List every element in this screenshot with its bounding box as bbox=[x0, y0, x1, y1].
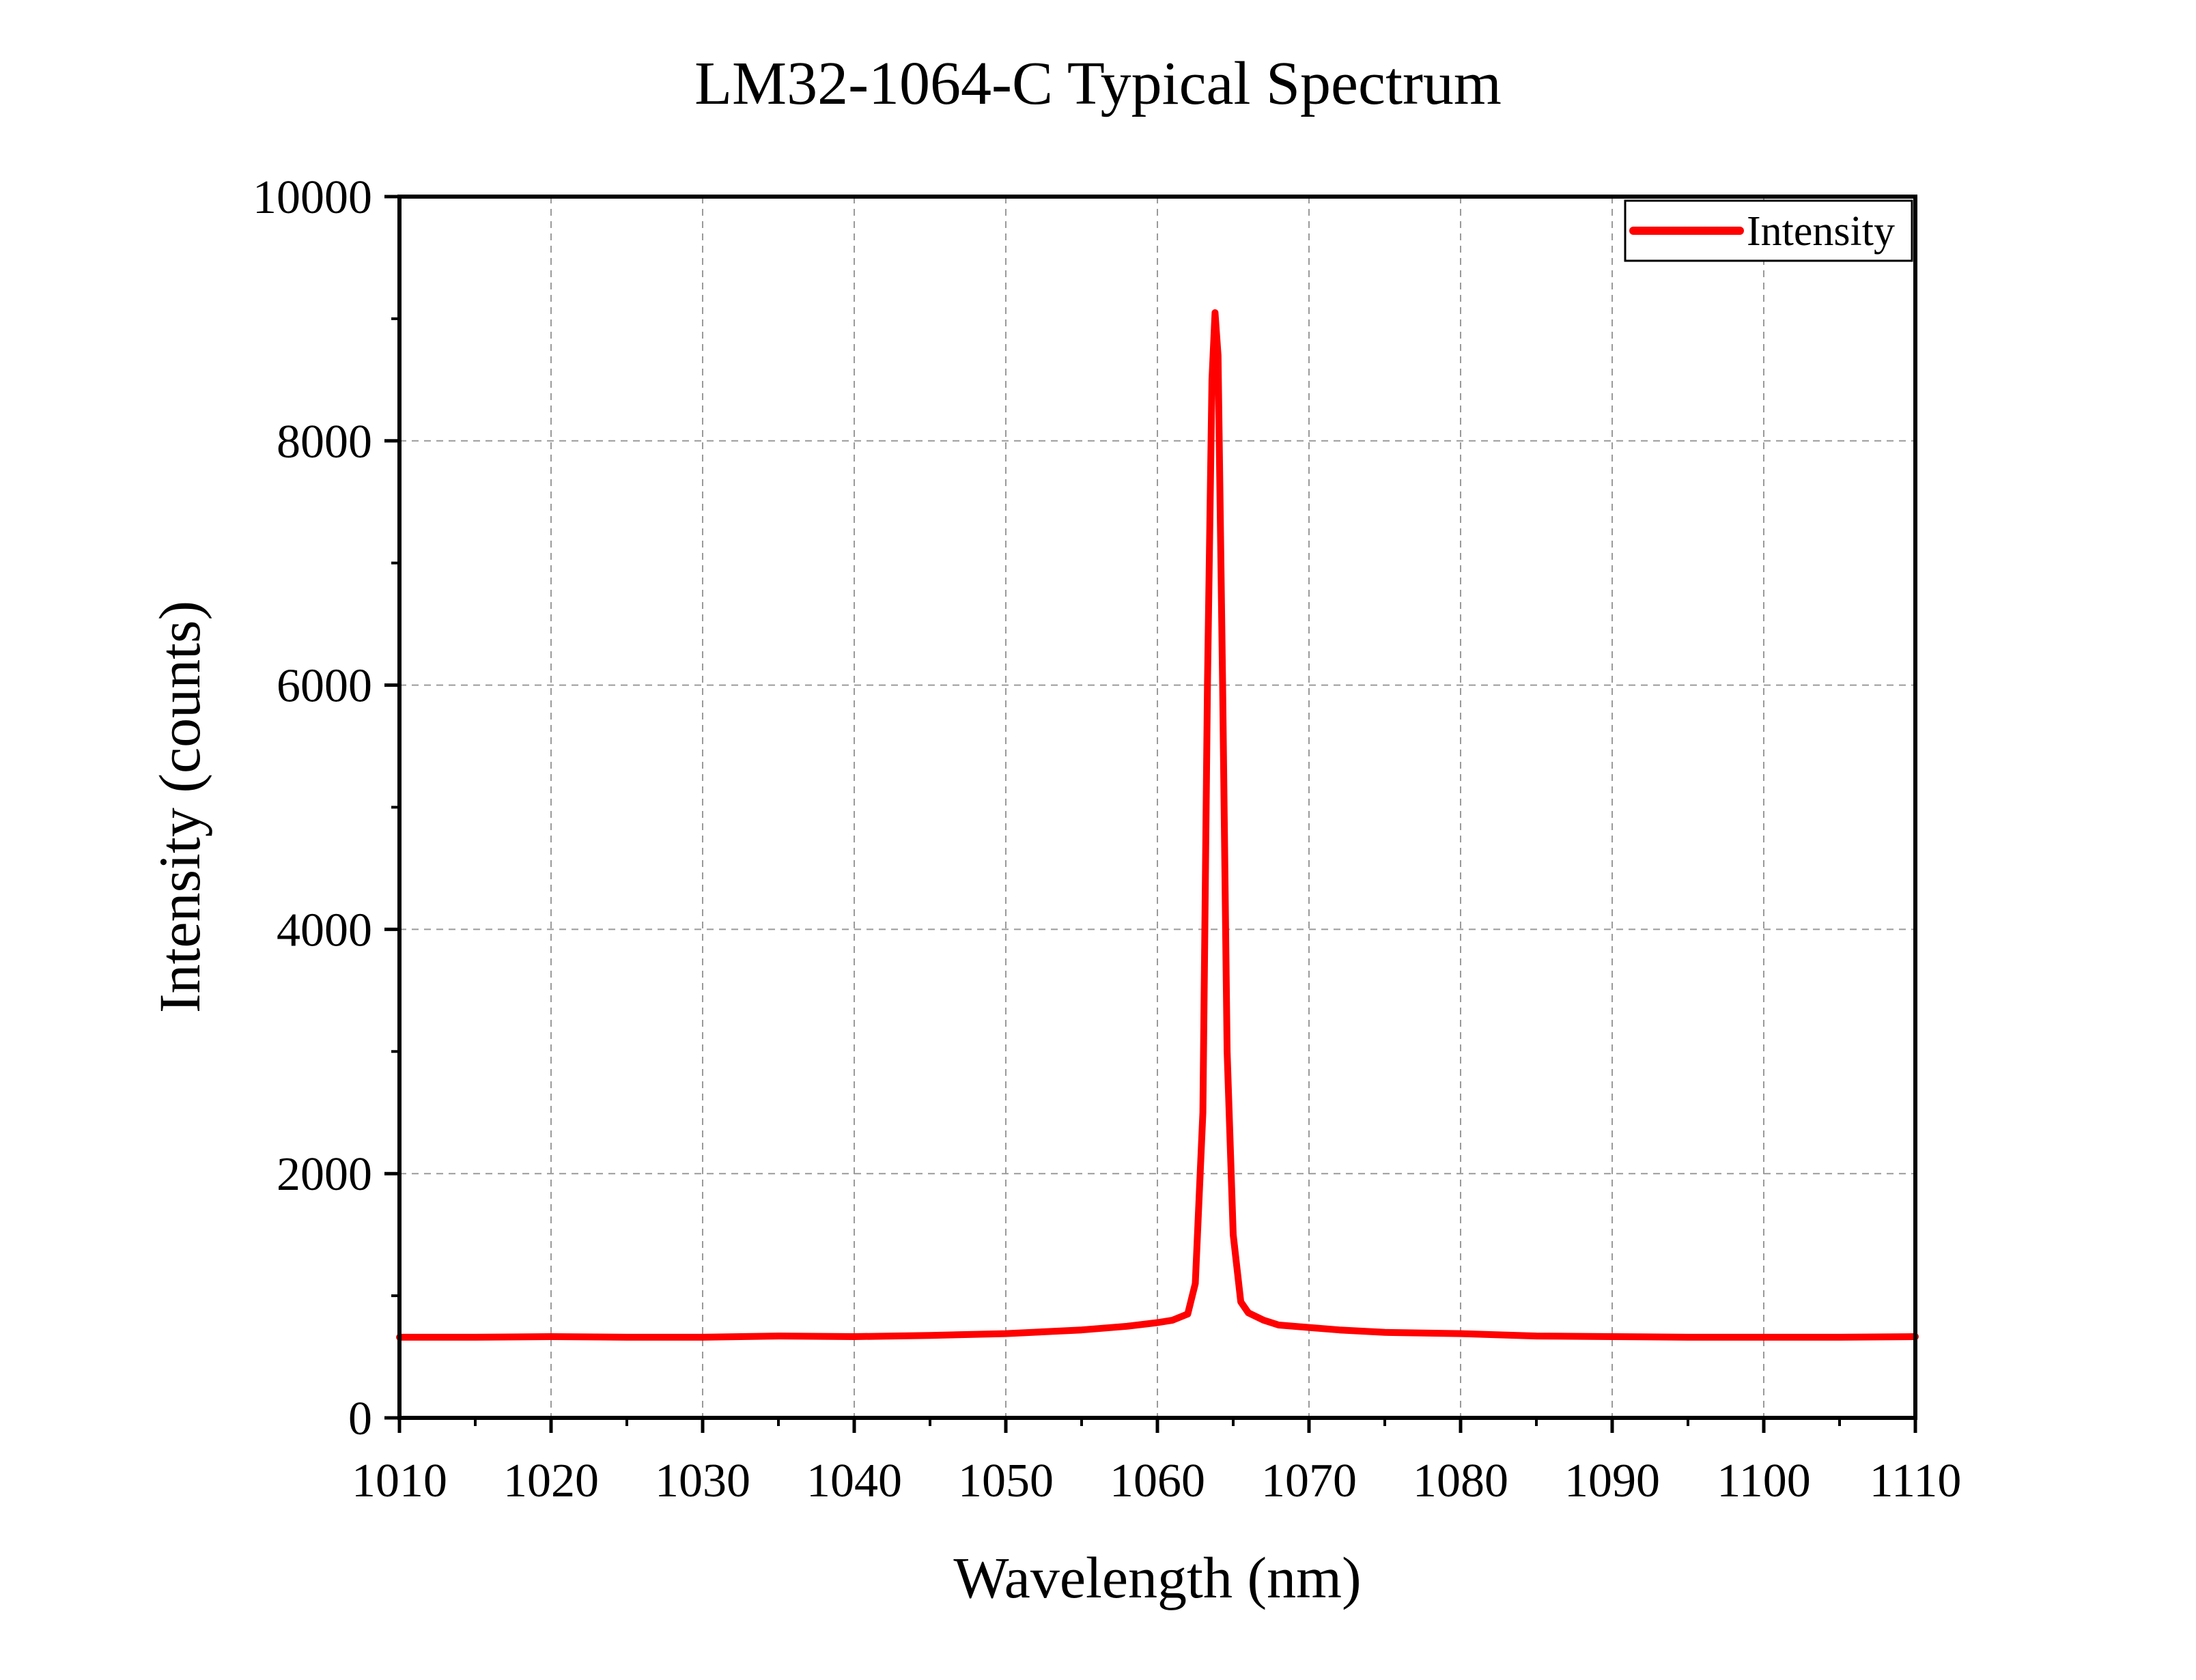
series-line-intensity bbox=[396, 309, 1919, 1341]
x-tick-label: 1050 bbox=[958, 1455, 1054, 1507]
x-tick-label: 1090 bbox=[1564, 1455, 1660, 1507]
x-tick-label: 1080 bbox=[1413, 1455, 1508, 1507]
x-tick-label: 1060 bbox=[1110, 1455, 1205, 1507]
y-tick-label: 8000 bbox=[277, 416, 372, 468]
x-tick-label: 1010 bbox=[352, 1455, 447, 1507]
x-tick-label: 1020 bbox=[503, 1455, 599, 1507]
y-tick-label: 10000 bbox=[253, 171, 372, 224]
y-tick-label: 4000 bbox=[277, 904, 372, 956]
x-tick-label: 1070 bbox=[1261, 1455, 1357, 1507]
chart-title: LM32-1064-C Typical Spectrum bbox=[694, 50, 1502, 117]
y-axis-label: Intensity (counts) bbox=[147, 601, 212, 1013]
y-tick-label: 6000 bbox=[277, 660, 372, 713]
y-tick-label: 2000 bbox=[277, 1148, 372, 1201]
y-tick-label: 0 bbox=[348, 1393, 372, 1445]
grid bbox=[399, 197, 1915, 1418]
x-tick-label: 1100 bbox=[1717, 1455, 1810, 1507]
x-axis-label: Wavelength (nm) bbox=[953, 1545, 1361, 1610]
legend-label: Intensity bbox=[1747, 208, 1895, 255]
x-axis: 1010 1020 1030 1040 1050 1060 1070 1080 1090 1100… bbox=[352, 1418, 1961, 1507]
x-tick-label: 1030 bbox=[655, 1455, 750, 1507]
y-axis: 0 2000 4000 6000 8000 10000 bbox=[253, 171, 399, 1445]
x-tick-label: 1110 bbox=[1870, 1455, 1962, 1507]
legend: Intensity bbox=[1624, 199, 1913, 262]
x-tick-label: 1040 bbox=[806, 1455, 902, 1507]
series-layer bbox=[396, 309, 1919, 1341]
